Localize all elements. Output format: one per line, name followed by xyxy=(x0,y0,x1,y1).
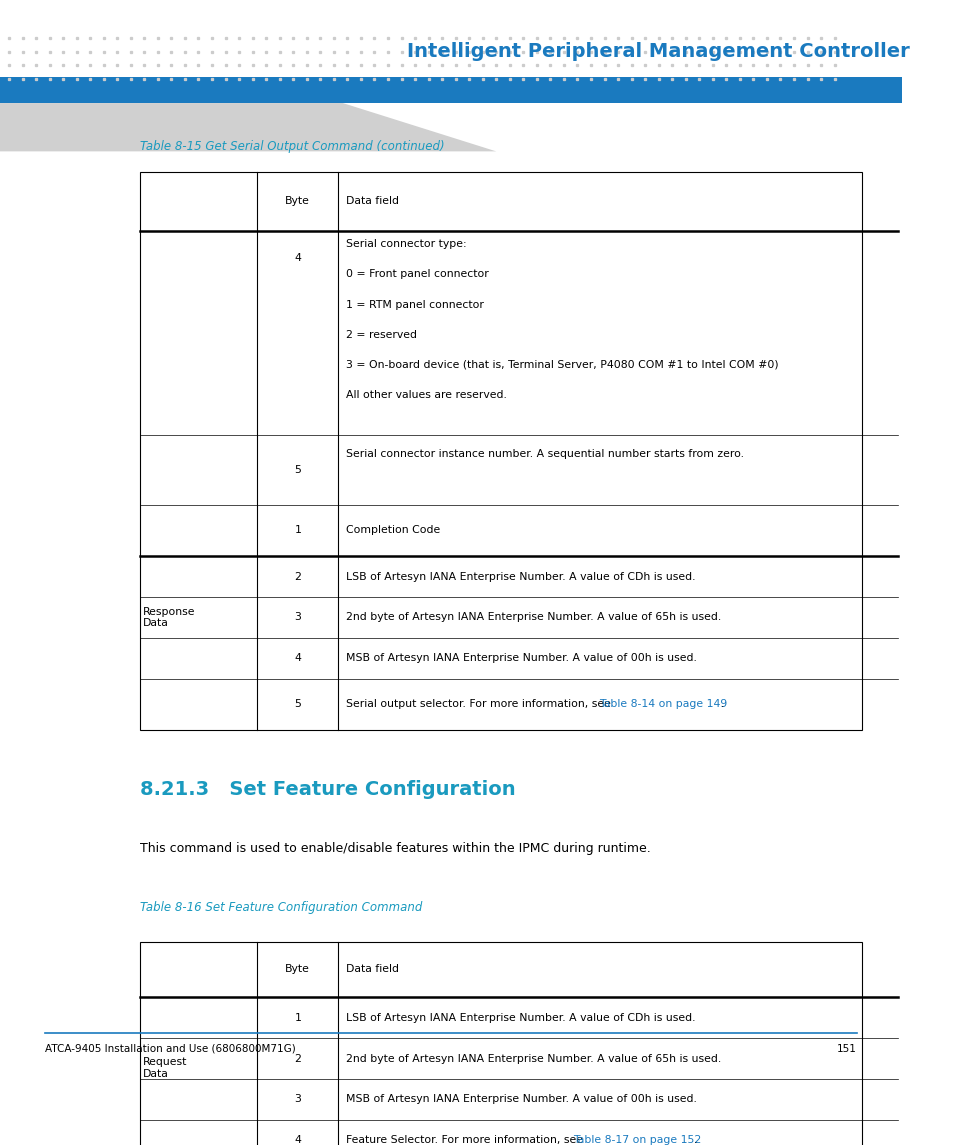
Text: Feature Selector. For more information, see: Feature Selector. For more information, … xyxy=(345,1135,585,1145)
Text: 4: 4 xyxy=(294,1135,301,1145)
Text: 5: 5 xyxy=(294,700,301,709)
Text: Response
Data: Response Data xyxy=(142,607,194,629)
Text: 151: 151 xyxy=(837,1043,856,1053)
Text: 4: 4 xyxy=(294,653,301,663)
Text: 3 = On-board device (that is, Terminal Server, P4080 COM #1 to Intel COM #0): 3 = On-board device (that is, Terminal S… xyxy=(345,360,778,370)
Text: Table 8-17 on page 152: Table 8-17 on page 152 xyxy=(573,1135,700,1145)
Text: LSB of Artesyn IANA Enterprise Number. A value of CDh is used.: LSB of Artesyn IANA Enterprise Number. A… xyxy=(345,571,695,582)
Text: .: . xyxy=(720,700,723,709)
Text: Completion Code: Completion Code xyxy=(345,526,439,536)
Text: Serial output selector. For more information, see: Serial output selector. For more informa… xyxy=(345,700,614,709)
Text: Intelligent Peripheral Management Controller: Intelligent Peripheral Management Contro… xyxy=(407,42,909,61)
Text: ATCA-9405 Installation and Use (6806800M71G): ATCA-9405 Installation and Use (6806800M… xyxy=(45,1043,295,1053)
Text: 3: 3 xyxy=(294,1095,301,1104)
Text: Table 8-14 on page 149: Table 8-14 on page 149 xyxy=(598,700,727,709)
Bar xyxy=(140,941,861,1145)
Text: Byte: Byte xyxy=(285,196,310,206)
Text: .: . xyxy=(694,1135,697,1145)
Text: Data field: Data field xyxy=(345,196,398,206)
Text: All other values are reserved.: All other values are reserved. xyxy=(345,389,506,400)
Text: 2: 2 xyxy=(294,1053,301,1064)
Text: MSB of Artesyn IANA Enterprise Number. A value of 00h is used.: MSB of Artesyn IANA Enterprise Number. A… xyxy=(345,653,696,663)
Text: LSB of Artesyn IANA Enterprise Number. A value of CDh is used.: LSB of Artesyn IANA Enterprise Number. A… xyxy=(345,1013,695,1022)
Text: Byte: Byte xyxy=(285,964,310,974)
Text: 3: 3 xyxy=(294,613,301,623)
Text: Table 8-16 Set Feature Configuration Command: Table 8-16 Set Feature Configuration Com… xyxy=(140,901,422,914)
Text: 0 = Front panel connector: 0 = Front panel connector xyxy=(345,269,488,279)
Text: 2nd byte of Artesyn IANA Enterprise Number. A value of 65h is used.: 2nd byte of Artesyn IANA Enterprise Numb… xyxy=(345,613,720,623)
Text: MSB of Artesyn IANA Enterprise Number. A value of 00h is used.: MSB of Artesyn IANA Enterprise Number. A… xyxy=(345,1095,696,1104)
Text: 2 = reserved: 2 = reserved xyxy=(345,330,416,340)
Text: Data field: Data field xyxy=(345,964,398,974)
Text: Serial connector type:: Serial connector type: xyxy=(345,239,466,250)
Text: 5: 5 xyxy=(294,465,301,475)
Text: 1 = RTM panel connector: 1 = RTM panel connector xyxy=(345,300,483,309)
Bar xyxy=(0,78,902,103)
Text: Request
Data: Request Data xyxy=(142,1058,187,1079)
Text: Serial connector instance number. A sequential number starts from zero.: Serial connector instance number. A sequ… xyxy=(345,449,742,459)
Text: Table 8-15 Get Serial Output Command (continued): Table 8-15 Get Serial Output Command (co… xyxy=(140,140,444,152)
Text: 1: 1 xyxy=(294,526,301,536)
Text: 2: 2 xyxy=(294,571,301,582)
Text: 2nd byte of Artesyn IANA Enterprise Number. A value of 65h is used.: 2nd byte of Artesyn IANA Enterprise Numb… xyxy=(345,1053,720,1064)
Text: 1: 1 xyxy=(294,1013,301,1022)
Text: This command is used to enable/disable features within the IPMC during runtime.: This command is used to enable/disable f… xyxy=(140,842,650,854)
Text: 8.21.3   Set Feature Configuration: 8.21.3 Set Feature Configuration xyxy=(140,780,515,798)
Polygon shape xyxy=(0,103,496,151)
Text: 4: 4 xyxy=(294,253,301,262)
Bar xyxy=(140,172,861,731)
